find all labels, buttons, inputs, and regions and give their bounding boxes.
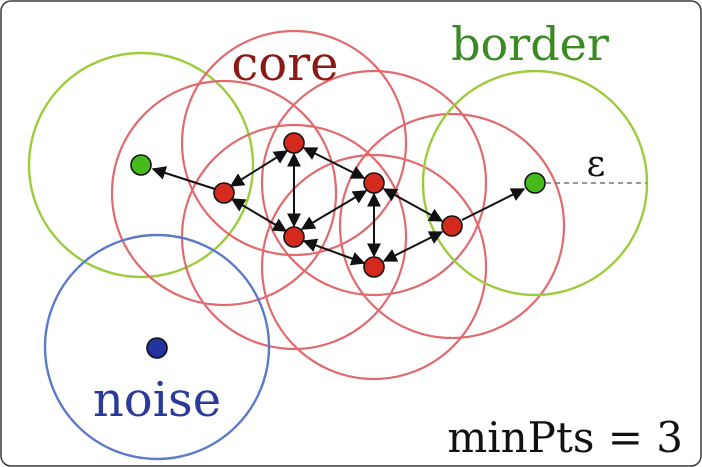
core-point-5 bbox=[363, 256, 385, 278]
core-point-3 bbox=[283, 226, 305, 248]
edge-core6-border-right bbox=[461, 188, 526, 221]
core-label: core bbox=[231, 36, 338, 92]
noise-point bbox=[146, 337, 168, 359]
core-point-1 bbox=[213, 182, 235, 204]
edge-core4-core6 bbox=[382, 188, 444, 222]
core-point-2 bbox=[283, 132, 305, 154]
border-point-left bbox=[130, 154, 152, 176]
edge-core5-core6 bbox=[382, 231, 444, 262]
border-point-right bbox=[524, 172, 546, 194]
edge-core3-core4 bbox=[300, 190, 368, 230]
data-points bbox=[130, 132, 546, 359]
core-neighbourhood-2 bbox=[180, 29, 408, 257]
edge-core1-core2 bbox=[229, 150, 289, 187]
edge-core1-border-left bbox=[151, 166, 216, 190]
core-neighbourhood-5 bbox=[260, 153, 488, 381]
min-pts-label: minPts = 3 bbox=[447, 413, 683, 462]
edge-core3-core5 bbox=[302, 238, 366, 266]
core-point-6 bbox=[441, 215, 463, 237]
epsilon-label: ε bbox=[587, 144, 606, 185]
edge-core1-core3 bbox=[230, 198, 288, 232]
noise-label: noise bbox=[93, 372, 221, 428]
noise-neighbourhood bbox=[43, 233, 271, 461]
core-point-4 bbox=[363, 172, 385, 194]
edge-core2-core4 bbox=[302, 147, 366, 179]
border-label: border bbox=[451, 17, 609, 71]
reachability-edges bbox=[151, 147, 526, 266]
